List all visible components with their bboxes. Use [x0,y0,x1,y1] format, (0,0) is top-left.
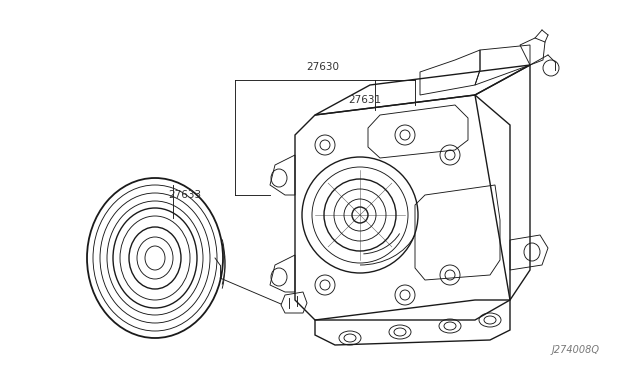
Text: 27631: 27631 [348,95,381,105]
Text: J274008Q: J274008Q [552,345,600,355]
Text: 27630: 27630 [307,62,339,72]
Text: 27633: 27633 [168,190,201,200]
